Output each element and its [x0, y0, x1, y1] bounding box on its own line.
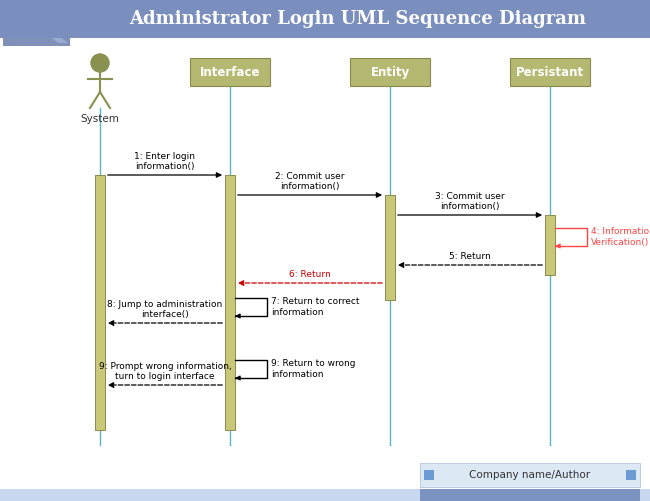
Text: 2: Commit user
information(): 2: Commit user information()	[275, 172, 344, 191]
FancyBboxPatch shape	[225, 175, 235, 430]
Polygon shape	[3, 0, 68, 43]
Text: 9: Prompt wrong information,
turn to login interface: 9: Prompt wrong information, turn to log…	[99, 362, 231, 381]
FancyBboxPatch shape	[510, 58, 590, 86]
Text: 6: Return: 6: Return	[289, 270, 331, 279]
Polygon shape	[3, 0, 70, 46]
Text: 9: Return to wrong
information: 9: Return to wrong information	[271, 359, 356, 379]
Bar	[0, 489, 650, 501]
Bar	[626, 470, 636, 480]
Bar	[0, 0, 650, 38]
Text: Administrator Login UML Sequence Diagram: Administrator Login UML Sequence Diagram	[129, 10, 586, 28]
FancyBboxPatch shape	[385, 195, 395, 300]
Text: 7: Return to correct
information: 7: Return to correct information	[271, 297, 359, 317]
Text: Persistant: Persistant	[516, 66, 584, 79]
Text: System: System	[81, 114, 120, 124]
Circle shape	[91, 54, 109, 72]
Text: 1: Enter login
information(): 1: Enter login information()	[135, 152, 196, 171]
FancyBboxPatch shape	[545, 215, 555, 275]
Bar	[424, 470, 434, 480]
Text: 8: Jump to administration
interface(): 8: Jump to administration interface()	[107, 300, 222, 319]
Bar	[420, 463, 640, 487]
FancyBboxPatch shape	[350, 58, 430, 86]
FancyBboxPatch shape	[95, 175, 105, 430]
Text: 4: Information
Verification(): 4: Information Verification()	[591, 227, 650, 246]
Text: Company name/Author: Company name/Author	[469, 470, 591, 480]
Text: Entity: Entity	[370, 66, 410, 79]
Text: 5: Return: 5: Return	[449, 252, 491, 261]
Text: Interface: Interface	[200, 66, 260, 79]
FancyBboxPatch shape	[190, 58, 270, 86]
Text: 3: Commit user
information(): 3: Commit user information()	[436, 191, 505, 211]
Bar	[420, 489, 640, 501]
